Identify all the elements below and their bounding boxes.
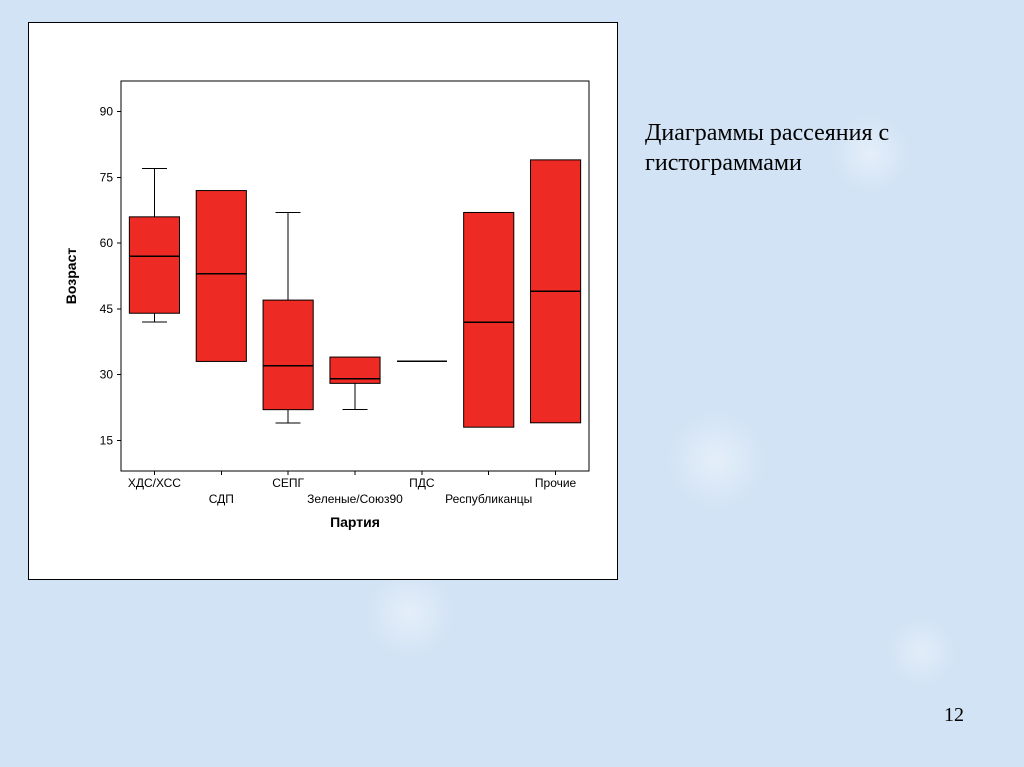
slide-caption: Диаграммы рассеяния с гистограммами — [645, 118, 1005, 178]
svg-text:СЕПГ: СЕПГ — [272, 476, 304, 490]
svg-text:Республиканцы: Республиканцы — [445, 492, 532, 506]
svg-text:ХДС/ХСС: ХДС/ХСС — [128, 476, 181, 490]
svg-text:ПДС: ПДС — [409, 476, 435, 490]
svg-text:30: 30 — [100, 368, 114, 382]
svg-text:Зеленые/Союз90: Зеленые/Союз90 — [307, 492, 403, 506]
svg-text:60: 60 — [100, 236, 114, 250]
svg-text:15: 15 — [100, 433, 114, 447]
boxplot-chart: 15 30 45 60 75 90 Возраст ХДС/ХСС СДП СЕПГЗеленые… — [29, 23, 617, 579]
svg-text:СДП: СДП — [209, 492, 234, 506]
svg-text:75: 75 — [100, 170, 114, 184]
svg-text:Прочие: Прочие — [535, 476, 577, 490]
svg-text:Партия: Партия — [330, 514, 380, 530]
svg-text:Возраст: Возраст — [63, 248, 79, 305]
page-number: 12 — [944, 704, 964, 727]
svg-text:90: 90 — [100, 105, 114, 119]
svg-text:45: 45 — [100, 302, 114, 316]
chart-frame: 15 30 45 60 75 90 Возраст ХДС/ХСС СДП СЕПГЗеленые… — [28, 22, 618, 580]
